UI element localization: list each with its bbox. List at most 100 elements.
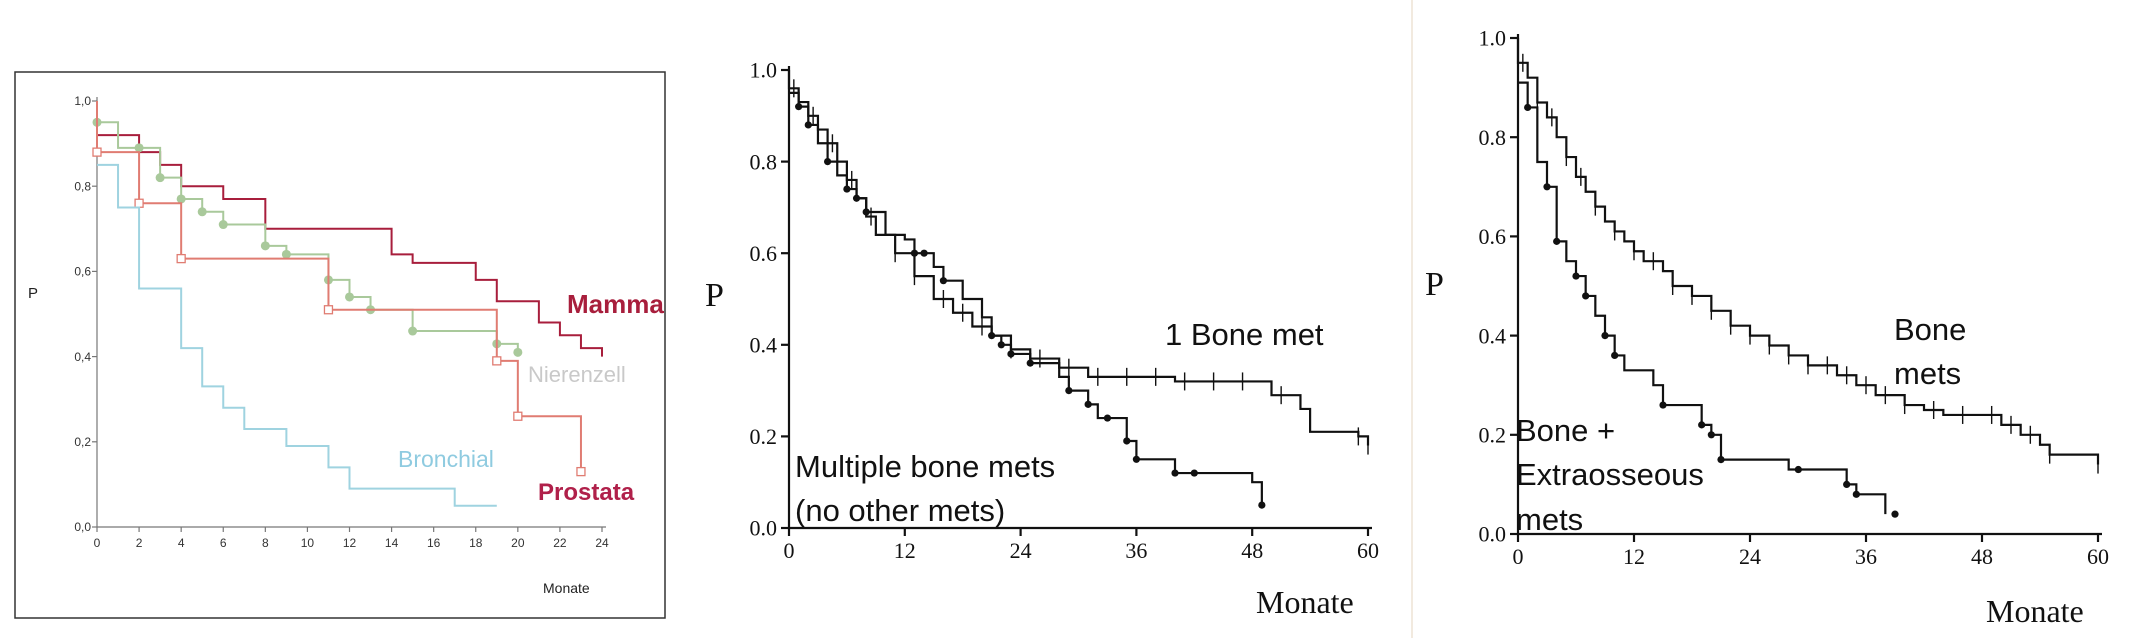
x-tick-label: 6: [220, 536, 227, 550]
series-marker-dot: [852, 194, 861, 202]
series-marker-dot: [345, 292, 354, 302]
x-tick-label: 8: [262, 536, 269, 550]
panel-2-xlabel: Monate: [1256, 584, 1354, 620]
y-tick-label: 1,0: [74, 94, 91, 108]
series-marker-dot: [1190, 469, 1198, 477]
chart-panel-2: 0 12 24 36 48 60 0.0 0.2 0.4 0.6 0.8 1.0 P Monate 1…: [705, 58, 1379, 620]
y-tick-label: 0.0: [1479, 522, 1507, 547]
y-tick-label: 0,6: [74, 265, 91, 279]
series-marker-dot: [1659, 401, 1667, 409]
series-marker-dot: [1717, 456, 1725, 464]
panel-1-axes: 0 2 4 6 8 10 12 14 16 18 20 22 240,00,20,40,60,81,0: [74, 94, 609, 550]
chart-panel-3: 0 12 24 36 48 60 0.0 0.2 0.4 0.6 0.8 1.0 P Monate B…: [1425, 26, 2109, 629]
y-tick-label: 0.4: [1479, 323, 1507, 348]
series-marker-square: [176, 253, 186, 264]
series-marker-dot: [1843, 480, 1851, 488]
series-marker-dot: [1572, 272, 1580, 280]
panel-1-ylabel: P: [28, 285, 38, 302]
x-tick-label: 12: [343, 536, 357, 550]
chart-panel-1: 0 2 4 6 8 10 12 14 16 18 20 22 240,00,20,40,60,81,0 …: [14, 71, 666, 619]
panel-3-series: [1516, 38, 2100, 518]
x-tick-label: 24: [1010, 538, 1032, 563]
x-tick-label: 0: [1513, 544, 1524, 569]
x-tick-label: 24: [1739, 544, 1761, 569]
panel-1-series: [92, 101, 603, 507]
series-marker-square: [576, 466, 586, 477]
series-marker-dot: [1543, 183, 1551, 191]
x-tick-label: 36: [1125, 538, 1147, 563]
series-marker-dot: [920, 249, 928, 257]
series-marker-dot: [1123, 437, 1131, 445]
y-tick-label: 0,4: [74, 350, 91, 364]
series-marker-dot: [1103, 414, 1112, 422]
label-nierenzell: Nierenzell: [528, 362, 626, 387]
series-line-nierenzell: [96, 101, 519, 353]
x-tick-label: 12: [1623, 544, 1645, 569]
series-marker-dot: [134, 143, 144, 153]
series-marker-square: [513, 411, 523, 421]
x-tick-label: 14: [385, 536, 399, 550]
series-marker-dot: [1698, 421, 1706, 429]
label-extraosseous: Extraosseous: [1516, 457, 1704, 492]
label-bone: Bone: [1894, 312, 1966, 347]
series-marker-dot: [1007, 350, 1015, 358]
panel-3-xlabel: Monate: [1986, 593, 2084, 629]
series-marker-dot: [824, 158, 832, 166]
y-tick-label: 1.0: [750, 58, 778, 83]
series-line-bone-mets: [1516, 38, 2100, 465]
y-tick-label: 0.4: [750, 333, 778, 358]
series-marker-dot: [1891, 510, 1899, 518]
series-line-multiple-bone-mets: [789, 91, 1263, 506]
y-tick-label: 0,2: [74, 435, 91, 449]
series-marker-dot: [281, 249, 291, 259]
x-tick-label: 16: [427, 536, 441, 550]
y-tick-label: 0.6: [1479, 224, 1507, 249]
series-marker-dot: [939, 277, 948, 285]
series-marker-dot: [1065, 387, 1073, 395]
series-marker-dot: [1794, 465, 1802, 474]
panel-3-axes: 0 12 24 36 48 60 0.0 0.2 0.4 0.6 0.8 1.0: [1479, 26, 2110, 569]
label-1-bone-met: 1 Bone met: [1165, 317, 1324, 352]
series-line-prostata: [96, 101, 582, 472]
series-marker-dot: [795, 103, 803, 111]
label-no-other-mets: (no other mets): [795, 493, 1005, 528]
series-marker-dot: [1132, 455, 1140, 463]
series-line-bronchial: [97, 163, 497, 507]
x-tick-label: 20: [511, 536, 525, 550]
y-tick-label: 0.8: [1479, 125, 1507, 150]
series-marker-dot: [1084, 400, 1092, 408]
label-mets: mets: [1894, 356, 1961, 391]
y-tick-label: 0.8: [750, 149, 778, 174]
x-tick-label: 0: [94, 536, 101, 550]
panel-2-axes: 0 12 24 36 48 60 0.0 0.2 0.4 0.6 0.8 1.0: [750, 58, 1380, 563]
panel-2-series: [787, 70, 1370, 509]
series-marker-dot: [1026, 359, 1034, 367]
label-bone-plus: Bone +: [1516, 413, 1615, 448]
series-marker-dot: [1852, 490, 1860, 498]
y-tick-label: 0.6: [750, 241, 778, 266]
x-tick-label: 48: [1241, 538, 1263, 563]
series-marker-dot: [988, 332, 996, 340]
series-marker-dot: [197, 207, 207, 217]
x-tick-label: 48: [1971, 544, 1993, 569]
y-tick-label: 0.0: [750, 516, 778, 541]
x-tick-label: 0: [784, 538, 795, 563]
series-marker-square: [323, 305, 334, 315]
panel-1-frame: [14, 71, 666, 619]
y-tick-label: 0,8: [74, 179, 91, 193]
y-tick-label: 0,0: [74, 520, 91, 534]
x-tick-label: 24: [595, 536, 609, 550]
x-tick-label: 60: [2087, 544, 2109, 569]
series-marker-dot: [176, 194, 186, 204]
label-mets-2: mets: [1516, 502, 1583, 537]
x-tick-label: 2: [136, 536, 143, 550]
label-multiple-bone-mets: Multiple bone mets: [795, 449, 1055, 484]
series-marker-dot: [218, 220, 228, 230]
x-tick-label: 12: [894, 538, 916, 563]
series-marker-dot: [997, 341, 1005, 349]
series-marker-dot: [1171, 469, 1179, 477]
x-tick-label: 10: [301, 536, 315, 550]
series-marker-square: [134, 198, 144, 208]
series-marker-dot: [155, 173, 165, 183]
